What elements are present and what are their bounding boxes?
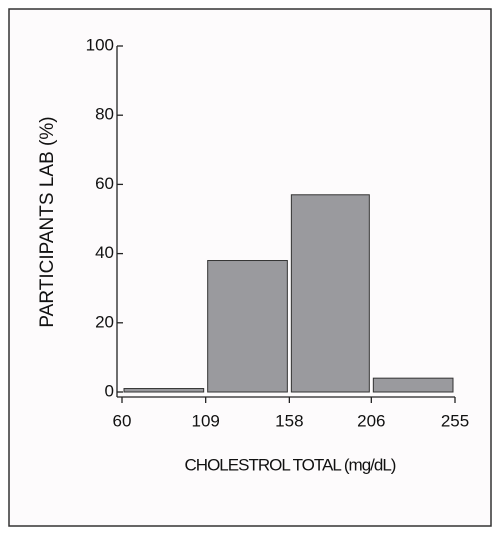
bar [207, 260, 288, 393]
y-tick-label: 0 [105, 381, 114, 400]
bar [372, 377, 454, 393]
x-tick-label: 206 [357, 411, 385, 430]
x-tick-label: 109 [191, 411, 219, 430]
y-tick-label: 100 [86, 35, 114, 54]
y-tick-label: 80 [95, 105, 114, 124]
bar [290, 194, 370, 393]
x-tick-label: 158 [275, 411, 303, 430]
x-axis-label: CHOLESTROL TOTAL (mg/dL) [185, 455, 396, 474]
x-tick-label: 255 [441, 411, 469, 430]
y-axis-label: PARTICIPANTS LAB (%) [37, 116, 58, 327]
x-tick-label: 60 [113, 411, 132, 430]
y-tick-label: 40 [95, 243, 114, 262]
bar [123, 388, 205, 393]
y-tick-label: 20 [95, 312, 114, 331]
y-tick-label: 60 [95, 174, 114, 193]
